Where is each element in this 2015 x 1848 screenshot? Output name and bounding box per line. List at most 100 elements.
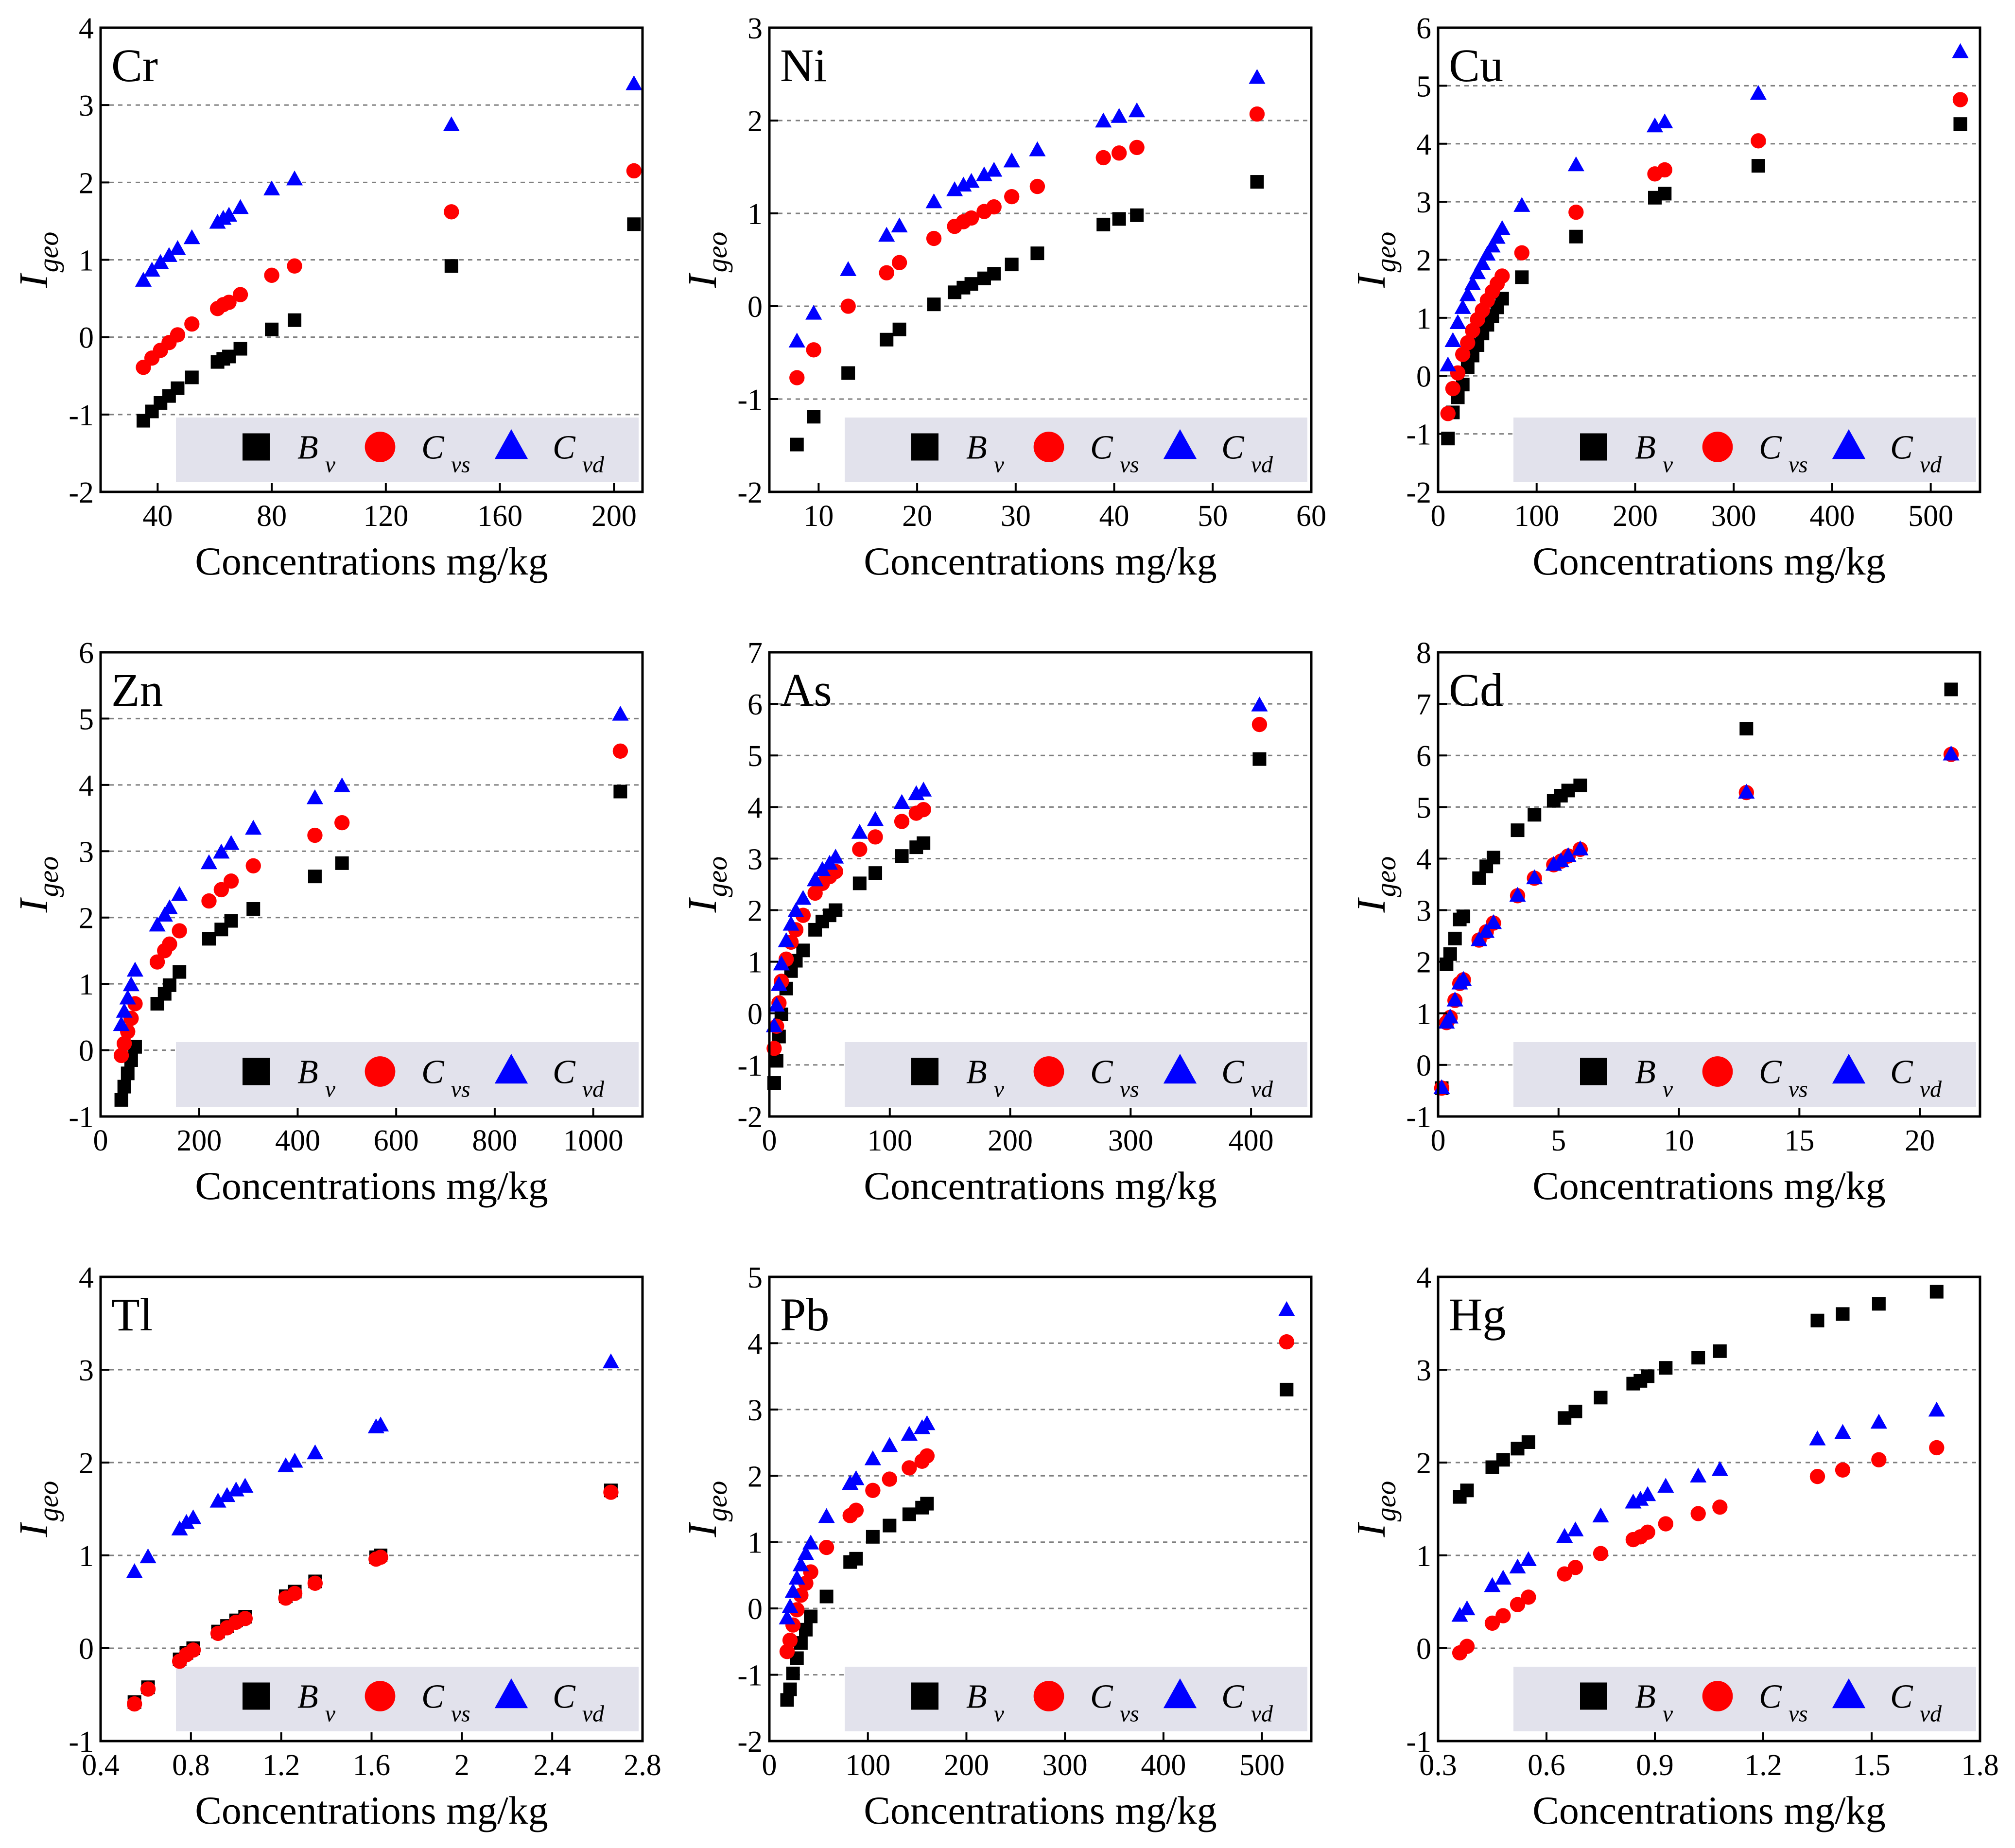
x-axis-title: Concentrations mg/kg bbox=[864, 1788, 1217, 1832]
series-bv bbox=[767, 752, 1267, 1090]
y-tick-label: 0 bbox=[79, 322, 94, 355]
point-cvs bbox=[184, 316, 200, 332]
y-tick-label: -1 bbox=[1406, 1726, 1431, 1759]
point-cvd bbox=[200, 854, 218, 870]
y-tick-label: 3 bbox=[79, 836, 94, 869]
point-cvs bbox=[1658, 1516, 1673, 1532]
point-cvd bbox=[178, 1514, 195, 1529]
legend-label-main: C bbox=[1221, 1054, 1245, 1091]
point-cvs bbox=[232, 287, 248, 302]
series-cvd bbox=[135, 75, 643, 287]
x-tick-label: 2.4 bbox=[533, 1749, 571, 1782]
point-cvd bbox=[1446, 992, 1463, 1007]
point-cvd bbox=[219, 1487, 236, 1502]
x-tick-label: 10 bbox=[803, 500, 834, 533]
panel-title: As bbox=[780, 664, 832, 716]
point-cvs bbox=[806, 342, 821, 358]
point-cvd bbox=[1484, 237, 1501, 253]
plot-frame bbox=[768, 1275, 1313, 1743]
point-cvd bbox=[307, 1444, 324, 1460]
legend-marker-cvs bbox=[365, 1056, 396, 1087]
y-tick-label: 6 bbox=[1416, 12, 1431, 45]
y-tick-label: 3 bbox=[747, 12, 763, 45]
point-cvs bbox=[373, 1550, 388, 1565]
point-bv bbox=[927, 297, 941, 312]
y-axis-title-sub: geo bbox=[1370, 856, 1402, 897]
point-cvs bbox=[201, 893, 217, 909]
point-bv bbox=[849, 1552, 863, 1566]
x-tick-label: 40 bbox=[142, 500, 173, 533]
point-cvd bbox=[1690, 1467, 1707, 1482]
point-cvd bbox=[443, 116, 460, 131]
point-cvd bbox=[263, 180, 280, 196]
point-cvd bbox=[963, 173, 980, 188]
point-bv bbox=[1460, 1483, 1474, 1498]
point-cvd bbox=[805, 305, 822, 320]
point-bv bbox=[1250, 175, 1264, 189]
legend-label-sub: v bbox=[994, 1701, 1005, 1727]
point-cvs bbox=[149, 954, 165, 970]
point-bv bbox=[1457, 909, 1471, 924]
y-tick-label: 5 bbox=[79, 703, 94, 736]
legend-marker-cvd bbox=[494, 429, 528, 459]
legend-marker-cvs bbox=[1033, 432, 1064, 462]
point-bv bbox=[1691, 1351, 1705, 1365]
point-cvd bbox=[223, 835, 240, 850]
point-cvd bbox=[1278, 1301, 1295, 1316]
point-bv bbox=[117, 1080, 131, 1094]
point-cvd bbox=[893, 794, 910, 809]
point-cvs bbox=[782, 1632, 798, 1648]
point-cvd bbox=[277, 1457, 295, 1472]
point-cvd bbox=[1657, 1478, 1674, 1493]
point-cvd bbox=[975, 166, 993, 182]
x-tick-label: 1.2 bbox=[1744, 1749, 1782, 1782]
x-tick-label: 1.8 bbox=[1961, 1749, 1999, 1782]
point-bv bbox=[288, 313, 302, 327]
x-tick-label: 600 bbox=[374, 1124, 419, 1157]
series-cvd bbox=[113, 706, 629, 1031]
point-bv bbox=[308, 870, 322, 884]
series-cvs bbox=[779, 1334, 1294, 1659]
point-cvs bbox=[1640, 1524, 1655, 1540]
y-tick-label: -1 bbox=[69, 1726, 94, 1759]
legend-marker-bv bbox=[911, 1682, 938, 1710]
point-cvd bbox=[818, 1508, 835, 1523]
point-bv bbox=[246, 902, 261, 916]
point-cvd bbox=[1444, 332, 1461, 347]
point-cvd bbox=[1459, 286, 1476, 301]
point-cvs bbox=[1495, 1608, 1511, 1623]
y-tick-label: 1 bbox=[79, 244, 94, 278]
legend-label-main: B bbox=[297, 1678, 318, 1716]
point-cvs bbox=[237, 1611, 253, 1626]
point-bv bbox=[1561, 784, 1575, 798]
point-cvd bbox=[1560, 847, 1577, 862]
y-tick-label: 3 bbox=[79, 1354, 94, 1387]
x-tick-label: 20 bbox=[1905, 1124, 1935, 1157]
y-tick-label: 2 bbox=[747, 895, 763, 928]
y-tick-label: -1 bbox=[69, 1101, 94, 1134]
point-cvd bbox=[784, 1583, 801, 1598]
point-bv bbox=[917, 836, 931, 850]
point-cvs bbox=[916, 802, 931, 818]
y-tick-label: 4 bbox=[79, 12, 94, 45]
point-bv bbox=[841, 366, 855, 380]
point-cvd bbox=[160, 247, 177, 262]
legend-label-sub: vs bbox=[451, 452, 470, 478]
x-tick-label: 200 bbox=[944, 1749, 989, 1782]
x-tick-label: 200 bbox=[591, 500, 637, 533]
point-cvs bbox=[879, 265, 894, 280]
point-bv bbox=[1751, 159, 1765, 173]
legend-label-sub: vs bbox=[1120, 452, 1139, 478]
point-cvs bbox=[1510, 1597, 1526, 1612]
panel-title: Cu bbox=[1449, 39, 1503, 91]
